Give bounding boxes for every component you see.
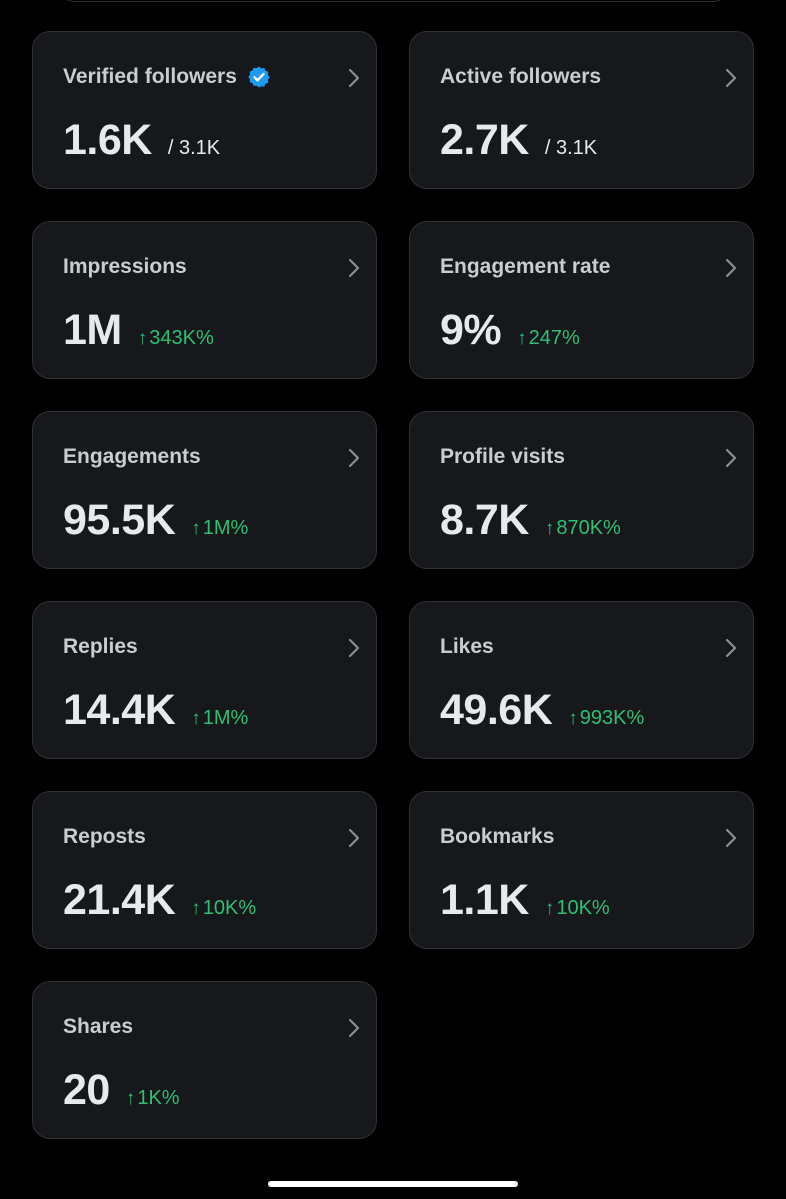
metric-change: ↑ 870K%	[545, 517, 621, 540]
metric-value: 1.6K	[63, 116, 152, 164]
metric-change: ↑ 10K%	[545, 897, 610, 920]
metric-title: Engagement rate	[440, 255, 611, 278]
chevron-right-icon	[348, 258, 360, 278]
arrow-up-icon: ↑	[125, 1088, 136, 1109]
metric-value: 8.7K	[440, 496, 529, 544]
metric-card-engagement-rate[interactable]: Engagement rate 9% ↑ 247%	[409, 221, 754, 379]
chevron-right-icon	[348, 1018, 360, 1038]
arrow-up-icon: ↑	[137, 328, 148, 349]
metric-title: Reposts	[63, 825, 146, 848]
arrow-up-icon: ↑	[517, 328, 527, 349]
metric-value: 9%	[440, 306, 502, 354]
metric-value: 49.6K	[440, 686, 553, 734]
metric-title: Impressions	[63, 255, 187, 278]
chevron-right-icon	[348, 638, 360, 658]
metric-change: ↑ 247%	[517, 327, 580, 350]
arrow-up-icon: ↑	[191, 898, 201, 919]
arrow-up-icon: ↑	[568, 708, 578, 729]
metric-value: 21.4K	[63, 876, 176, 924]
metric-change-value: 10K%	[556, 897, 610, 919]
arrow-up-icon: ↑	[191, 708, 201, 729]
chevron-right-icon	[725, 68, 737, 88]
metric-change: ↑ 1M%	[191, 707, 248, 730]
metric-value: 1M	[63, 306, 122, 354]
chevron-right-icon	[725, 258, 737, 278]
arrow-up-icon: ↑	[191, 518, 201, 539]
metric-value: 20	[63, 1066, 110, 1114]
chevron-right-icon	[348, 448, 360, 468]
metric-title: Replies	[63, 635, 138, 658]
metric-total: / 3.1K	[544, 137, 598, 159]
metric-card-reposts[interactable]: Reposts 21.4K ↑ 10K%	[32, 791, 377, 949]
metrics-grid: Verified followers 1.6K / 3.1K Active fo…	[32, 31, 754, 1139]
metric-card-profile-visits[interactable]: Profile visits 8.7K ↑ 870K%	[409, 411, 754, 569]
home-indicator[interactable]	[268, 1181, 518, 1187]
metric-card-shares[interactable]: Shares 20 ↑ 1K%	[32, 981, 377, 1139]
metric-card-active-followers[interactable]: Active followers 2.7K / 3.1K	[409, 31, 754, 189]
metric-card-engagements[interactable]: Engagements 95.5K ↑ 1M%	[32, 411, 377, 569]
metric-title: Verified followers	[63, 65, 237, 88]
metric-change-value: 1M%	[202, 517, 249, 539]
metric-value: 1.1K	[440, 876, 529, 924]
chevron-right-icon	[348, 68, 360, 88]
metric-change-value: 1M%	[202, 707, 249, 729]
metric-title: Active followers	[440, 65, 602, 88]
arrow-up-icon: ↑	[544, 898, 555, 919]
metric-change: ↑ 1K%	[126, 1087, 180, 1110]
metric-title: Engagements	[63, 445, 201, 468]
metric-value: 14.4K	[63, 686, 176, 734]
metric-total: / 3.1K	[167, 137, 221, 159]
metric-change: ↑ 343K%	[138, 327, 214, 350]
verified-badge-icon	[248, 66, 270, 88]
metric-value: 2.7K	[440, 116, 529, 164]
metric-change-value: 870K%	[556, 517, 621, 539]
metric-title: Shares	[63, 1015, 134, 1038]
metric-change-value: 10K%	[202, 897, 257, 919]
metric-card-verified-followers[interactable]: Verified followers 1.6K / 3.1K	[32, 31, 377, 189]
chevron-right-icon	[348, 828, 360, 848]
metric-value: 95.5K	[63, 496, 176, 544]
metric-change-value: 1K%	[137, 1087, 180, 1109]
metric-change-value: 343K%	[149, 327, 214, 349]
metric-title: Bookmarks	[440, 825, 555, 848]
metric-change: ↑ 993K%	[568, 707, 644, 730]
metric-change: ↑ 10K%	[191, 897, 256, 920]
previous-card-edge	[60, 0, 728, 2]
metric-card-replies[interactable]: Replies 14.4K ↑ 1M%	[32, 601, 377, 759]
chevron-right-icon	[725, 828, 737, 848]
metric-change-value: 247%	[528, 327, 580, 349]
metric-card-likes[interactable]: Likes 49.6K ↑ 993K%	[409, 601, 754, 759]
metric-title: Profile visits	[440, 445, 565, 468]
chevron-right-icon	[725, 638, 737, 658]
metric-change-value: 993K%	[579, 707, 645, 729]
metric-card-bookmarks[interactable]: Bookmarks 1.1K ↑ 10K%	[409, 791, 754, 949]
chevron-right-icon	[725, 448, 737, 468]
metric-change: ↑ 1M%	[191, 517, 248, 540]
metric-title: Likes	[440, 635, 494, 658]
arrow-up-icon: ↑	[544, 518, 555, 539]
metric-card-impressions[interactable]: Impressions 1M ↑ 343K%	[32, 221, 377, 379]
